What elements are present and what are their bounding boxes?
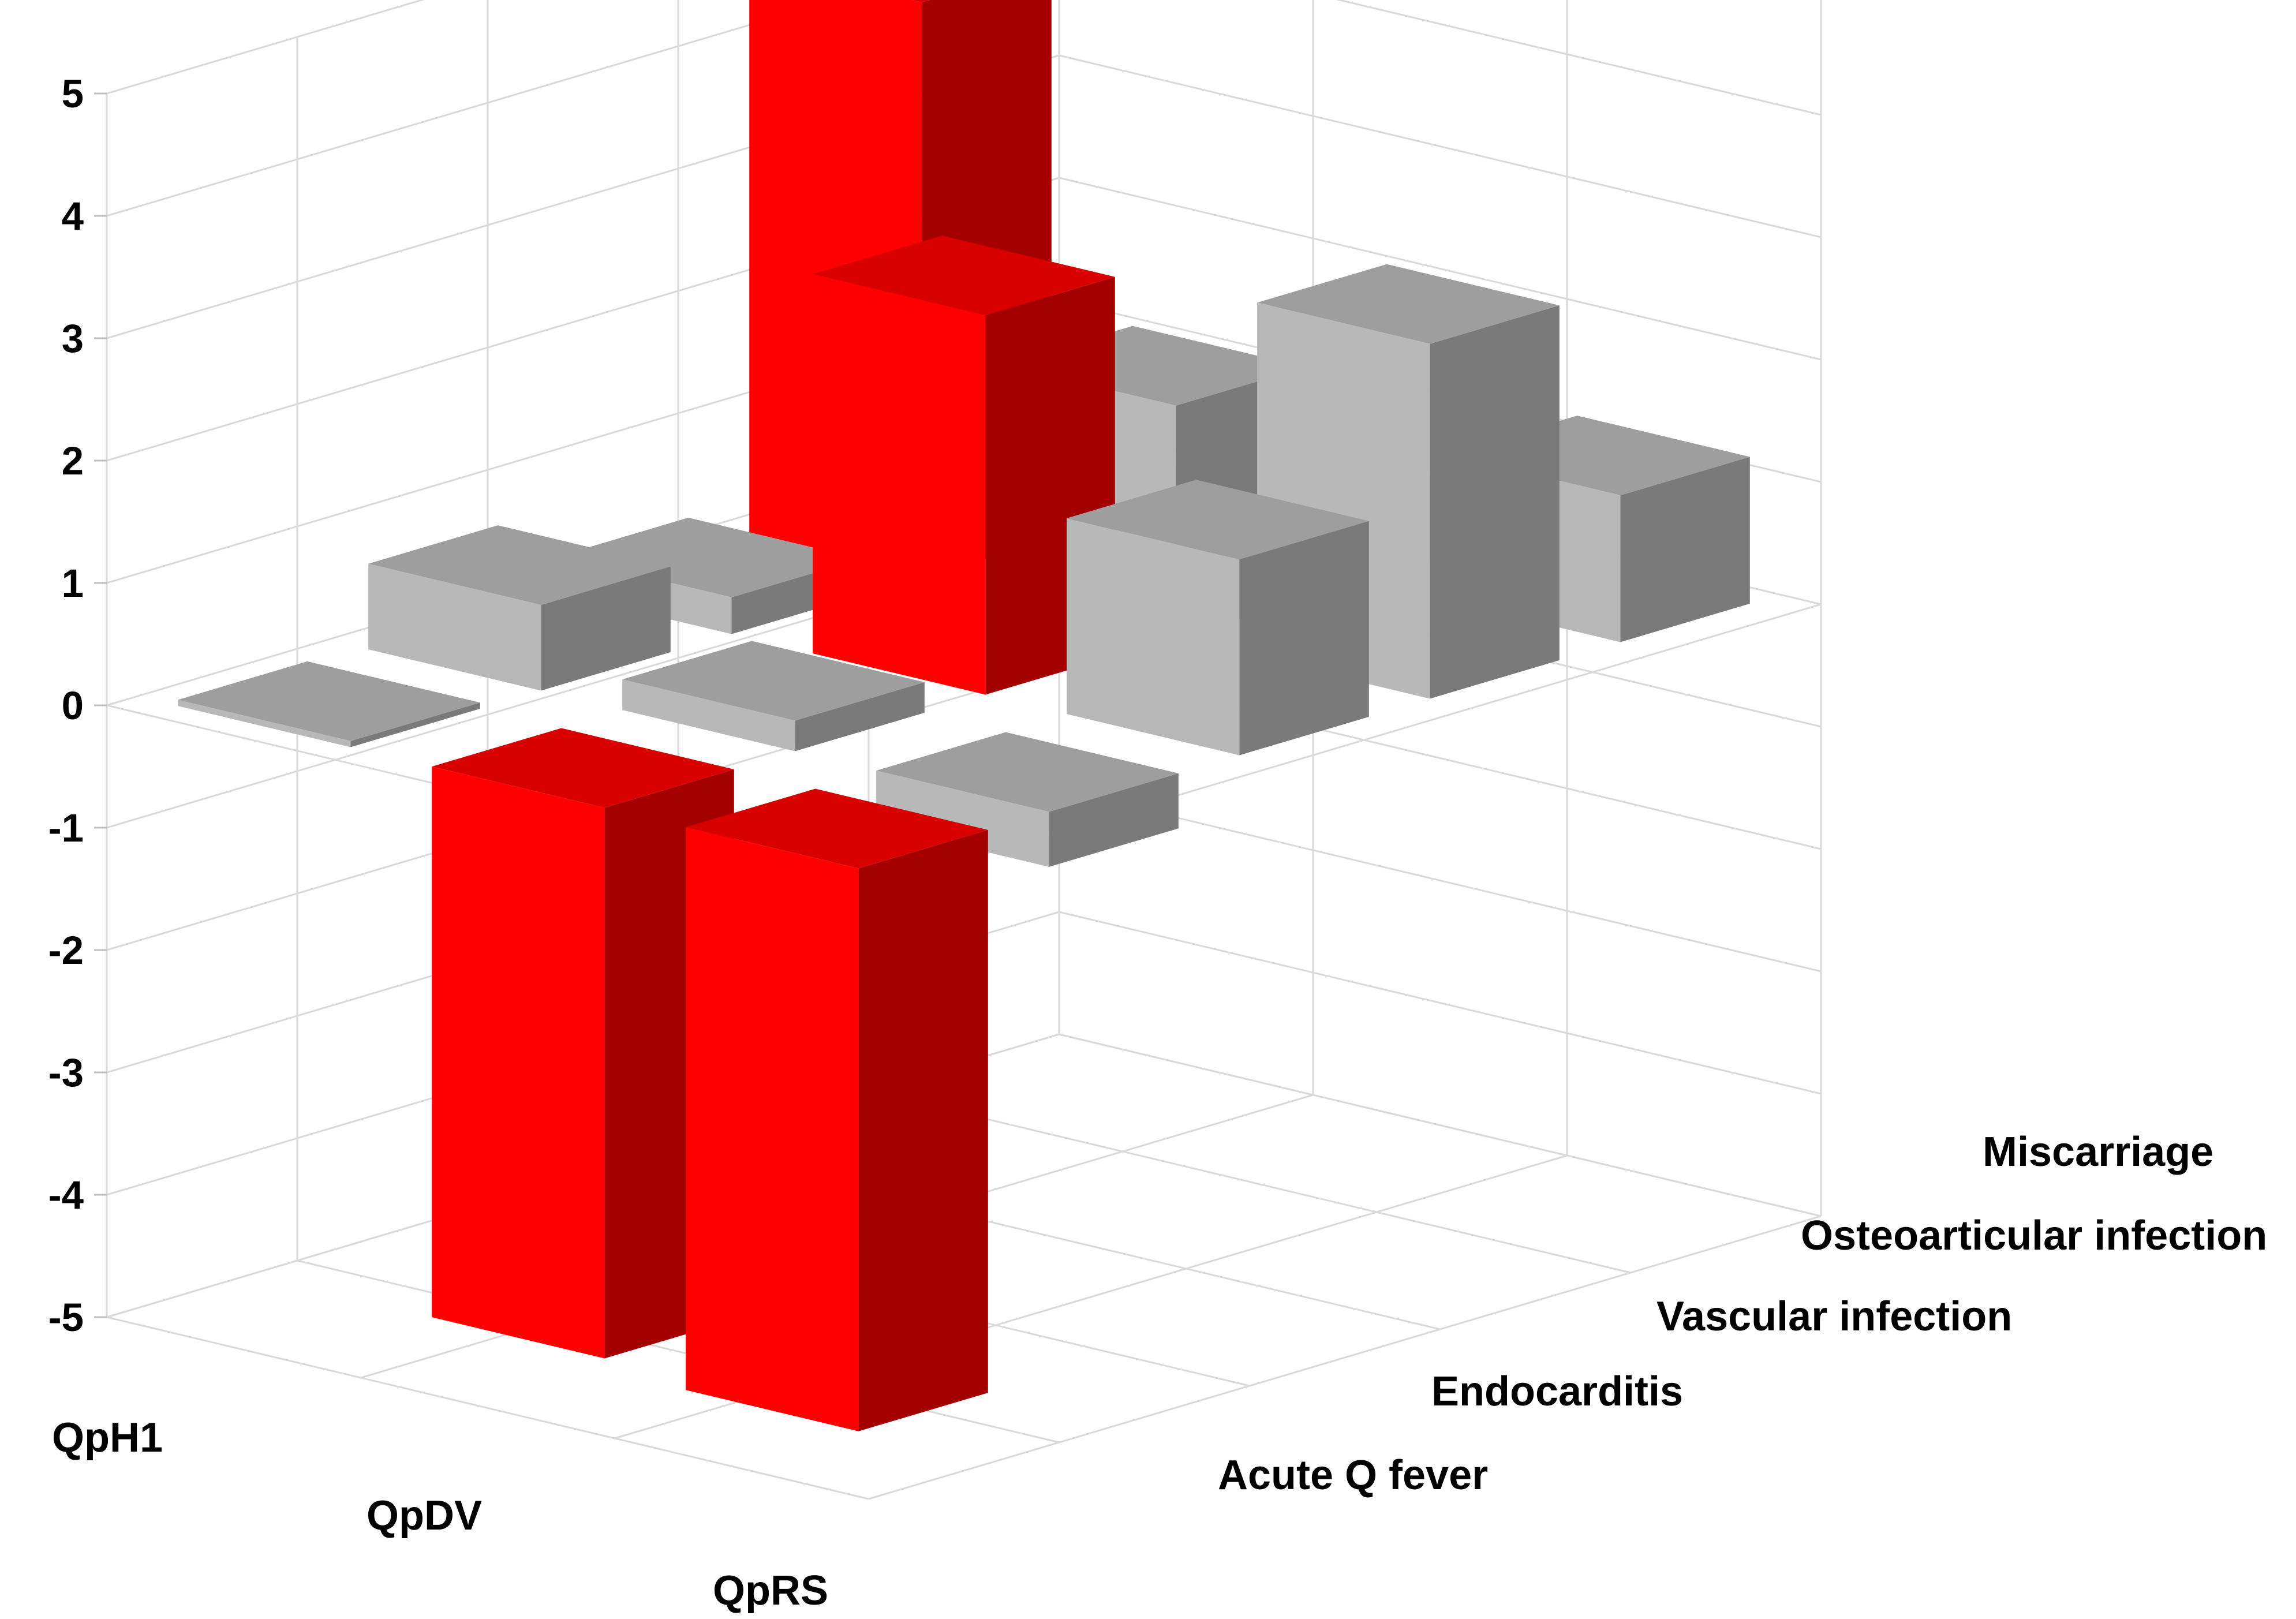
y-tick-label: -4 <box>48 1173 84 1217</box>
y-tick-label: 0 <box>62 683 84 728</box>
column-label-qprs: QpRS <box>713 1568 828 1614</box>
bar-qph1-acute-q-fever <box>178 661 480 747</box>
bar-front-face <box>622 679 795 751</box>
bar-qprs-vascular-infection <box>1067 480 1369 756</box>
row-label-vascular-infection: Vascular infection <box>1656 1293 2012 1340</box>
bar-front-face <box>686 827 859 1431</box>
bar-front-face <box>1067 518 1240 756</box>
grid-line-back-4 <box>1336 0 1822 116</box>
y-tick-label: -3 <box>48 1050 84 1095</box>
grid-line-back--4 <box>1059 911 1822 1095</box>
bar-qprs-acute-q-fever <box>686 788 988 1431</box>
grid-line-back--3 <box>1059 788 1822 973</box>
bar-top-face <box>876 732 1179 812</box>
bar-top-face <box>368 525 671 605</box>
y-tick-label: -5 <box>48 1295 84 1340</box>
bar-top-face <box>559 517 861 597</box>
bar-top-face <box>622 641 925 721</box>
grid-floor-row-4 <box>868 1090 1631 1274</box>
bar-side-face <box>1620 457 1750 642</box>
y-tick-label: 1 <box>62 561 84 605</box>
bar-top-face <box>813 235 1115 316</box>
bar-qph1-endocarditis <box>368 525 671 691</box>
grid-floor-row-1 <box>297 1259 1060 1444</box>
row-label-acute-q-fever: Acute Q fever <box>1218 1452 1488 1498</box>
bar-side-face <box>541 566 671 691</box>
bar-front-face <box>813 274 986 695</box>
y-axis-ticks: 5 4 3 2 1 0 -1 -2 -3 -4 -5 <box>48 72 107 1340</box>
y-tick-label: 3 <box>62 316 84 361</box>
bar-side-face <box>1239 521 1369 756</box>
y-tick-label: 5 <box>62 72 84 116</box>
y-tick-label: 4 <box>62 194 84 238</box>
bar-top-face <box>686 788 988 869</box>
bar-side-face <box>350 702 480 747</box>
bar-side-face <box>858 829 988 1431</box>
bar-top-face <box>432 728 734 808</box>
bar-top-face <box>1257 264 1560 344</box>
bar-side-face <box>1430 305 1560 699</box>
bars <box>178 0 1750 1431</box>
grid-line-back-2 <box>1059 177 1822 361</box>
y-tick-label: -1 <box>48 806 84 850</box>
bar-qpdv-endocarditis <box>622 641 925 751</box>
y-tick-label: -2 <box>48 928 84 973</box>
column-label-qpdv: QpDV <box>367 1493 482 1539</box>
y-tick-label: 2 <box>62 439 84 483</box>
grid-floor-col-3 <box>868 1215 1822 1500</box>
bar-top-face <box>178 661 480 741</box>
row-label-miscarriage: Miscarriage <box>1983 1129 2213 1175</box>
bar-front-face <box>368 563 541 691</box>
bar-front-face <box>432 766 605 1359</box>
row-label-osteoarticular-infection: Osteoarticular infection <box>1801 1213 2267 1259</box>
bar-side-face <box>1049 773 1179 867</box>
category-labels: QpH1 QpDV QpRS Acute Q fever Endocarditi… <box>52 1129 2267 1614</box>
grid-line-side-4 <box>106 0 837 217</box>
row-label-endocarditis: Endocarditis <box>1431 1369 1683 1415</box>
bar-qprs-endocarditis <box>876 732 1179 867</box>
grid-floor-row-0 <box>106 1316 869 1500</box>
bar-front-face <box>876 771 1049 867</box>
bar-side-face <box>795 682 925 751</box>
grid-line-side-5 <box>106 0 425 95</box>
column-label-qph1: QpH1 <box>52 1415 163 1461</box>
bar-top-face <box>1067 480 1369 560</box>
grid-line-back-3 <box>1059 54 1822 238</box>
bar-front-face <box>178 700 351 747</box>
bar-top-face <box>912 0 930 3</box>
grid-floor-row-5 <box>1059 1033 1822 1217</box>
